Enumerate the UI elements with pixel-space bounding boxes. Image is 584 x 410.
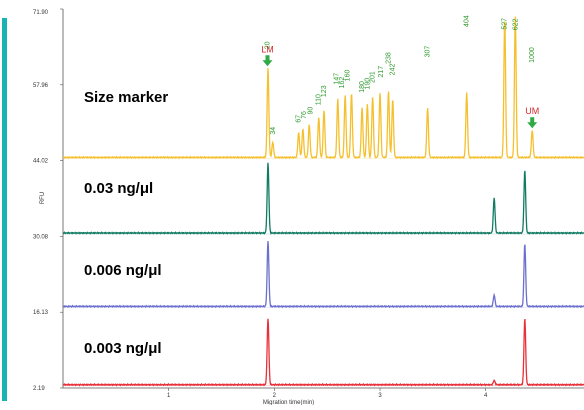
accent-bar [2,18,7,401]
y-axis-title: RFU [40,192,46,204]
series-label-2: 0.006 ng/μl [84,262,162,279]
x-tick-label: 2 [273,393,277,399]
peak-label: 238 [385,52,392,64]
peak-label: 190 [364,78,371,90]
down-arrow-icon [262,55,273,67]
y-tick-label: 71.90 [33,10,49,16]
peak-label: 67 [296,115,303,123]
peak-label: 1000 [529,47,536,63]
peak-label: 180 [359,81,366,93]
y-tick-label: 44.02 [33,159,49,165]
trace-0 [62,16,584,160]
y-tick-label: 16.13 [33,310,49,316]
peak-label: 110 [316,94,323,105]
y-tick-label: 30.08 [33,234,49,240]
marker-label: UM [525,106,539,116]
y-tick-label: 57.96 [33,83,49,89]
x-axis-title: Migration time(min) [263,400,314,405]
peak-label: 527 [502,18,509,30]
traces [62,16,584,387]
trace-3 [62,318,584,387]
peak-label: 20 [264,41,271,49]
peak-label: 404 [464,15,471,27]
trace-2 [62,241,584,309]
x-tick-label: 3 [378,393,382,399]
peak-label: 217 [378,66,385,78]
y-tick-label: 2.19 [33,386,45,392]
peak-label: 147 [334,73,341,85]
down-arrow-icon [527,117,538,129]
peak-label: 162 [339,77,346,89]
series-label-1: 0.03 ng/μl [84,180,153,197]
series-label-0: Size marker [84,89,168,106]
peak-label: 160 [344,70,351,82]
peak-label: 622 [512,18,519,30]
peak-label: 123 [321,85,328,97]
marker-label: LM [261,44,274,54]
peak-label: 34 [270,127,277,135]
series-labels: Size marker 0.03 ng/μl 0.006 ng/μl 0.003 ng… [84,89,168,357]
peak-label: 76 [301,111,308,119]
x-tick-label: 4 [484,393,488,399]
peak-label: 201 [370,71,377,83]
trace-1 [62,162,584,235]
peak-label: 242 [390,64,397,76]
x-tick-label: 1 [167,393,171,399]
peak-label: 90 [307,107,314,115]
peak-label: 307 [425,46,432,58]
series-label-3: 0.003 ng/μl [84,340,162,357]
